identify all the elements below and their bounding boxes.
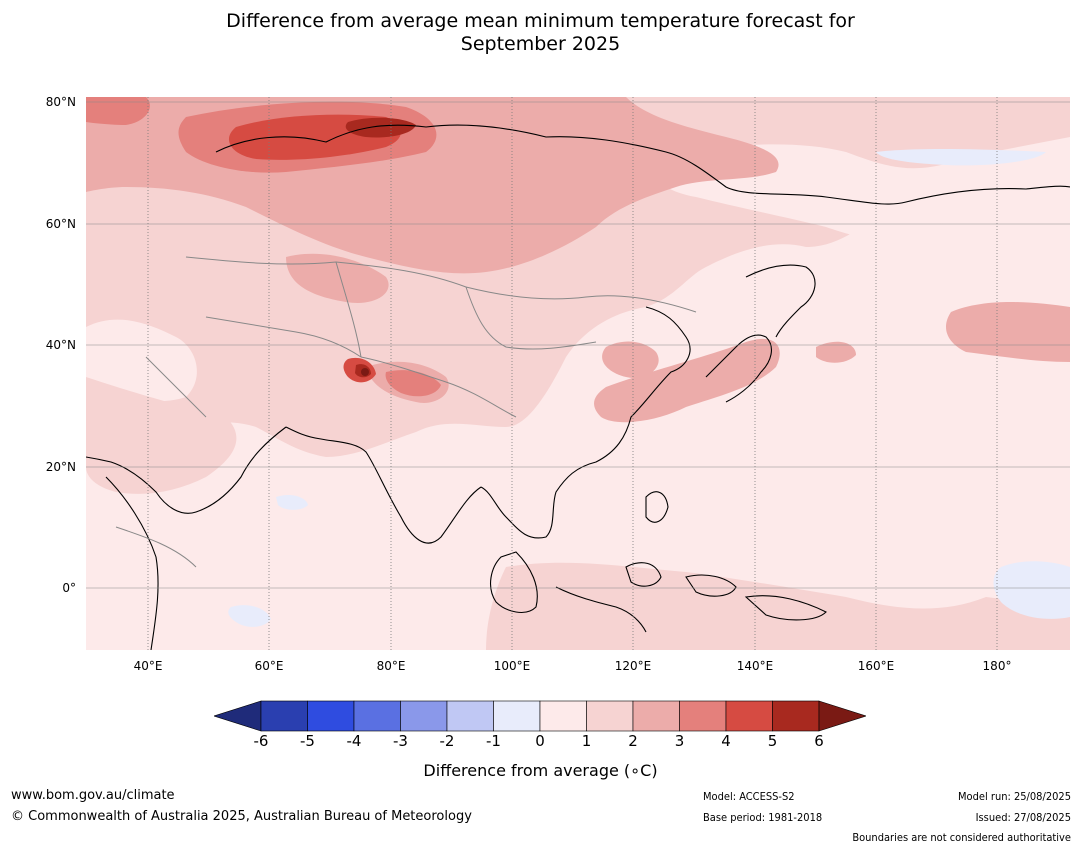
anomaly-region-1-2c-arabia [86, 377, 237, 494]
anomaly-region-cool-arctic [876, 148, 1046, 166]
issued-text: Issued: 27/08/2025 [975, 811, 1071, 824]
anomaly-region-2-3c-eastchina-japan [594, 338, 780, 423]
lon-label-100e: 100°E [493, 659, 531, 673]
lon-label-40e: 40°E [133, 659, 163, 673]
colorbar-bin [679, 700, 727, 732]
lon-label-80e: 80°E [376, 659, 406, 673]
colorbar-bin [725, 700, 773, 732]
colorbar-tick-label: -6 [253, 732, 269, 750]
colorbar-bin [632, 700, 680, 732]
longitude-gridlines [147, 97, 998, 650]
anomaly-region-cool-indian-ocean [228, 605, 271, 627]
colorbar-extend-low [214, 700, 262, 732]
lat-label-0: 0° [62, 581, 76, 595]
anomaly-region-2-3c-mongolia [602, 341, 659, 378]
colorbar-bin [772, 700, 820, 732]
colorbar-tick-label: -1 [486, 732, 501, 750]
anomaly-region-2-3c-pacific [946, 302, 1070, 362]
lon-label-120e: 120°E [614, 659, 652, 673]
colorbar-tick-label: 3 [674, 732, 685, 750]
anomaly-region-3-4c-tibet [385, 370, 441, 397]
colorbar-bin [493, 700, 541, 732]
colorbar-tick-label: 2 [628, 732, 638, 750]
anomaly-region-6c-tibet [361, 368, 369, 376]
colorbar-bin [353, 700, 401, 732]
colorbar-tick-label: 5 [767, 732, 778, 750]
colorbar-tick-label: -3 [393, 732, 408, 750]
model-run-text: Model run: 25/08/2025 [958, 790, 1071, 803]
disclaimer-text: Boundaries are not considered authoritat… [852, 831, 1071, 844]
coastlines [86, 124, 1070, 650]
colorbar-tick-label: 1 [581, 732, 592, 750]
country-boundaries [115, 256, 697, 568]
colorbar-bin [586, 700, 634, 732]
colorbar-bin [307, 700, 355, 732]
lat-label-40n: 40°N [45, 338, 76, 352]
anomaly-region-cool-arabian-sea [276, 494, 308, 510]
lat-label-60n: 60°N [45, 217, 76, 231]
lon-label-180: 180° [982, 659, 1012, 673]
lon-label-140e: 140°E [736, 659, 774, 673]
copyright-text: © Commonwealth of Australia 2025, Austra… [11, 809, 472, 824]
colorbar-tick-label: 0 [535, 732, 545, 750]
map-title-line1: Difference from average mean minimum tem… [226, 10, 855, 32]
colorbar [214, 700, 866, 732]
lon-label-160e: 160°E [857, 659, 895, 673]
anomaly-region-3-4c-scandinavia [86, 97, 150, 125]
temperature-anomaly-map [86, 97, 1070, 650]
anomaly-region-0-1c-west [86, 319, 197, 402]
anomaly-region-5-6c-siberia [345, 117, 416, 138]
latitude-gridlines [86, 101, 1070, 589]
anomaly-region-1-2c-south [486, 562, 1070, 650]
colorbar-tick-label: -5 [300, 732, 315, 750]
lat-label-80n: 80°N [45, 95, 76, 109]
anomaly-region-2-3c-pacific-small [816, 341, 856, 363]
colorbar-tick-label: -4 [346, 732, 362, 750]
anomaly-region-2-3c-kazakhstan [286, 253, 389, 303]
anomaly-region-cool-pacific [993, 561, 1070, 619]
colorbar-bin [260, 700, 308, 732]
colorbar-tick-label: 4 [721, 732, 731, 750]
colorbar-extend-high [818, 700, 866, 732]
colorbar-tick-label: -2 [439, 732, 455, 750]
lon-label-60e: 60°E [254, 659, 284, 673]
colorbar-title: Difference from average (∘C) [423, 761, 658, 780]
base-period-text: Base period: 1981-2018 [703, 811, 823, 824]
colorbar-bin [400, 700, 448, 732]
website-link[interactable]: www.bom.gov.au/climate [11, 788, 175, 803]
map-title-line2: September 2025 [460, 33, 621, 55]
model-text: Model: ACCESS-S2 [703, 790, 795, 803]
lat-label-20n: 20°N [45, 460, 76, 474]
colorbar-bin [446, 700, 494, 732]
colorbar-bin [539, 700, 587, 732]
colorbar-tick-label: 6 [814, 732, 824, 750]
